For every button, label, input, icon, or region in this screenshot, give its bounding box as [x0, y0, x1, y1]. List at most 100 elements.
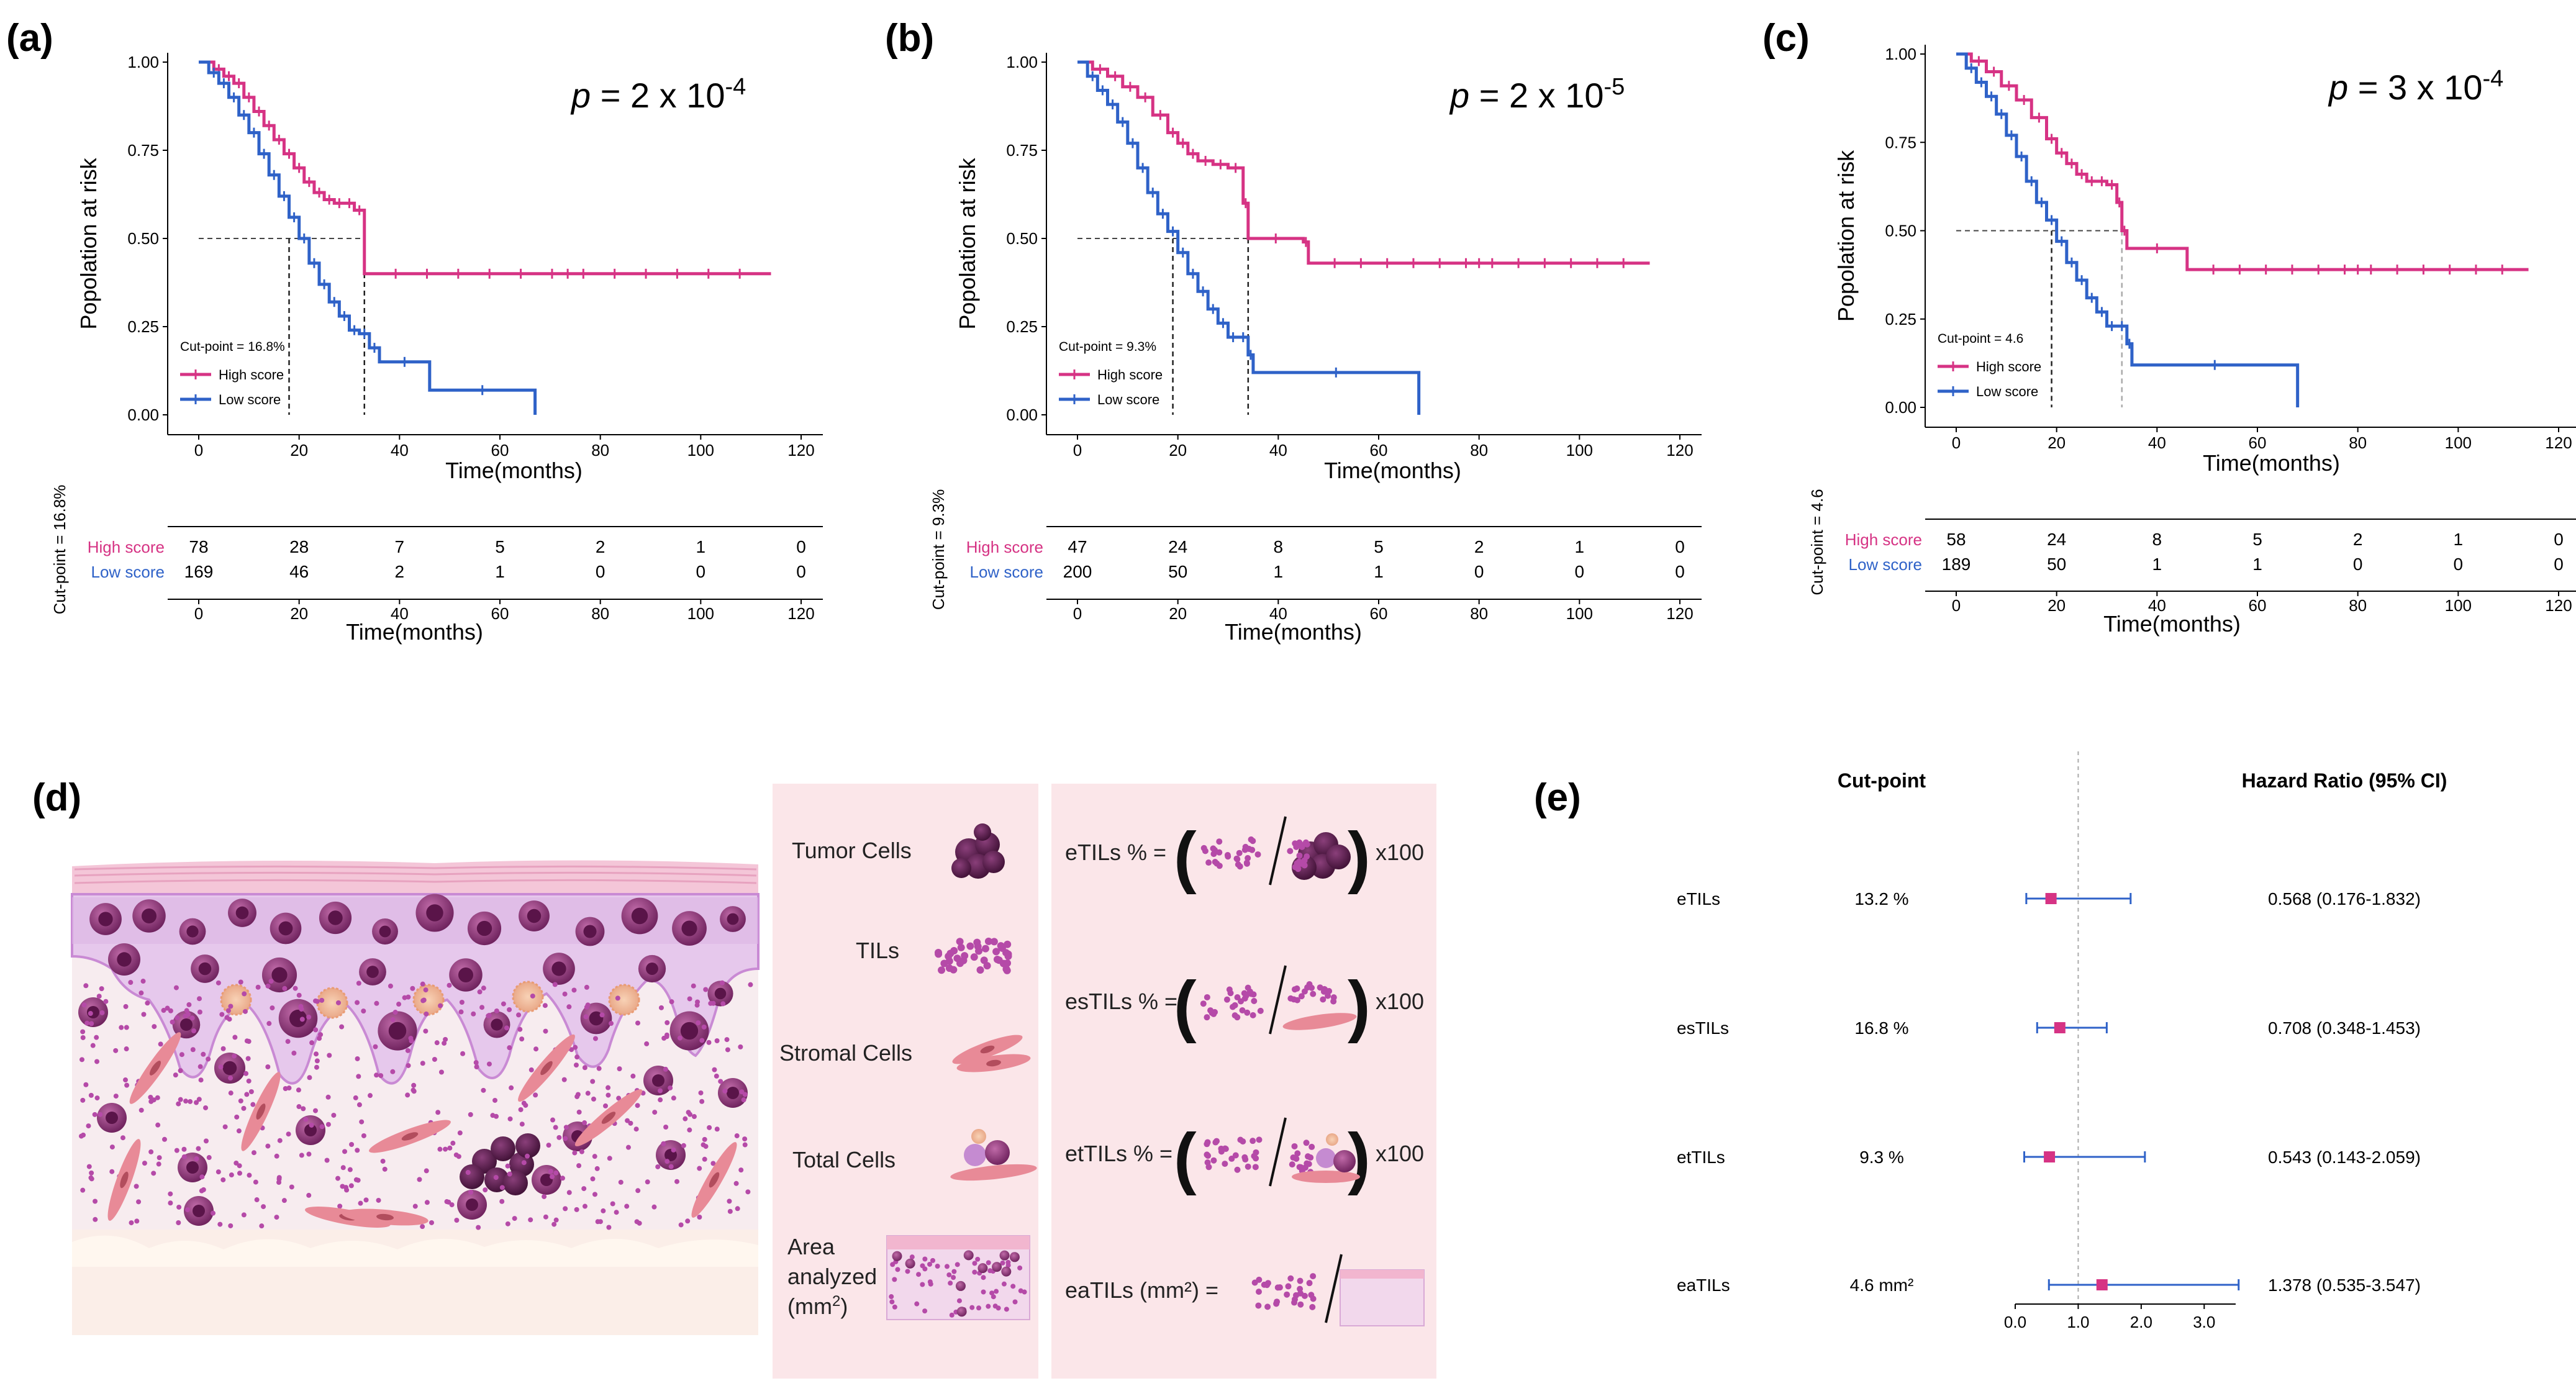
p-value-label: p = 2 x 10-5	[1449, 74, 1625, 115]
formula-til-dot	[1310, 990, 1317, 997]
til-dot	[307, 1075, 312, 1081]
til-dot	[411, 1089, 417, 1094]
formula-til-dot	[1231, 1012, 1238, 1019]
til-dot	[409, 1038, 414, 1044]
forest-row-cutpoint: 4.6 mm²	[1850, 1275, 1914, 1295]
risk-count: 0	[696, 562, 706, 581]
til-dot	[374, 1072, 379, 1078]
panel-e-letter: (e)	[1534, 776, 1581, 819]
til-dot	[317, 1036, 322, 1041]
area-dot	[972, 1261, 977, 1266]
legend-high-label: High score	[1976, 359, 2041, 374]
panel-c-letter: (c)	[1762, 17, 1810, 60]
area-dot	[927, 1261, 933, 1267]
til-dot	[521, 1160, 527, 1166]
til-dot	[501, 1001, 506, 1007]
til-dot	[727, 1198, 732, 1204]
formula-til-dot	[1294, 860, 1300, 867]
til-dot	[584, 1004, 589, 1010]
til-dot	[314, 1051, 319, 1057]
melanocyte	[316, 987, 348, 1019]
stromal-nucleus	[709, 1172, 720, 1188]
til-dot	[215, 980, 221, 985]
formula-til-dot	[1204, 1159, 1211, 1166]
risk-count: 0	[1675, 562, 1685, 581]
til-dot	[658, 1097, 663, 1103]
til-dot	[113, 1048, 119, 1053]
til-dot	[628, 1120, 633, 1126]
til-dot	[574, 1054, 580, 1060]
til-dot	[89, 1021, 94, 1026]
til-dot	[325, 1121, 331, 1127]
risk-count: 24	[1168, 537, 1187, 556]
formula-open-paren: (	[1174, 818, 1197, 895]
y-axis-title: Popolation at risk	[955, 157, 980, 329]
formula-til-dot	[1290, 1154, 1297, 1161]
tumor-nucleus	[551, 961, 566, 976]
tumor-nucleus	[379, 925, 391, 938]
til-dot	[687, 1112, 693, 1117]
til-dot	[198, 1077, 204, 1083]
til-dot	[938, 966, 946, 974]
tumor-nucleus	[198, 962, 212, 976]
legend-low-label: Low score	[219, 392, 281, 407]
til-dot	[486, 1013, 491, 1018]
risk-count: 1	[1274, 562, 1284, 581]
y-tick-label: 0.25	[127, 317, 159, 336]
til-dot	[420, 981, 425, 987]
til-dot	[80, 1029, 86, 1035]
til-dot	[156, 1155, 162, 1161]
risk-count: 0	[2554, 555, 2564, 574]
til-dot	[109, 1144, 115, 1150]
til-dot	[1004, 952, 1012, 960]
til-dot	[189, 1015, 195, 1021]
til-dot	[138, 1107, 144, 1113]
dermal-tumor-nucleus	[106, 1112, 118, 1124]
x-tick-label: 80	[591, 441, 609, 460]
til-dot	[113, 1094, 119, 1099]
risk-x-tick-label: 80	[1470, 604, 1488, 623]
x-tick-label: 0	[194, 441, 203, 460]
til-dot	[533, 1046, 539, 1052]
til-dot	[664, 1159, 670, 1164]
area-cell	[963, 1250, 974, 1261]
formula-til-dot	[1249, 1138, 1256, 1144]
formula-suffix: x100	[1376, 840, 1424, 865]
til-dot	[196, 1097, 202, 1102]
dermal-tumor-nucleus	[193, 1205, 205, 1217]
til-dot	[548, 1169, 553, 1174]
til-dot	[658, 1005, 664, 1010]
legend-area-label-3: (mm2)	[787, 1293, 848, 1320]
til-dot	[203, 1138, 209, 1144]
x-tick-label: 40	[2148, 433, 2166, 452]
til-dot	[601, 1208, 606, 1213]
til-dot	[80, 1187, 86, 1193]
risk-label-high: High score	[88, 538, 165, 556]
til-dot	[957, 943, 965, 951]
risk-count: 189	[1942, 555, 1971, 574]
tumor-nucleus	[141, 908, 157, 924]
til-dot	[380, 1158, 386, 1164]
formula-til-dot	[1248, 990, 1255, 997]
formula-lhs: etTILs % =	[1065, 1141, 1172, 1166]
til-dot	[158, 1041, 163, 1047]
tumor-nucleus	[328, 910, 343, 925]
til-dot	[203, 1105, 209, 1110]
til-dot	[285, 1039, 291, 1044]
til-dot	[610, 1201, 615, 1207]
til-dot	[707, 1125, 712, 1130]
formula-area-top	[1340, 1270, 1424, 1279]
til-dot	[727, 1208, 733, 1214]
til-dot	[183, 1013, 188, 1019]
til-dot	[702, 1156, 707, 1162]
til-dot	[432, 1056, 437, 1062]
formula-til-dot	[1204, 1139, 1211, 1146]
til-dot	[183, 1099, 189, 1104]
til-dot	[99, 986, 104, 992]
til-dot	[543, 1214, 548, 1220]
til-dot	[668, 1164, 674, 1169]
tumor-nucleus	[271, 967, 288, 983]
dark-tumor-cell	[491, 1136, 515, 1161]
til-dot	[935, 950, 943, 958]
til-dot	[220, 1046, 226, 1051]
